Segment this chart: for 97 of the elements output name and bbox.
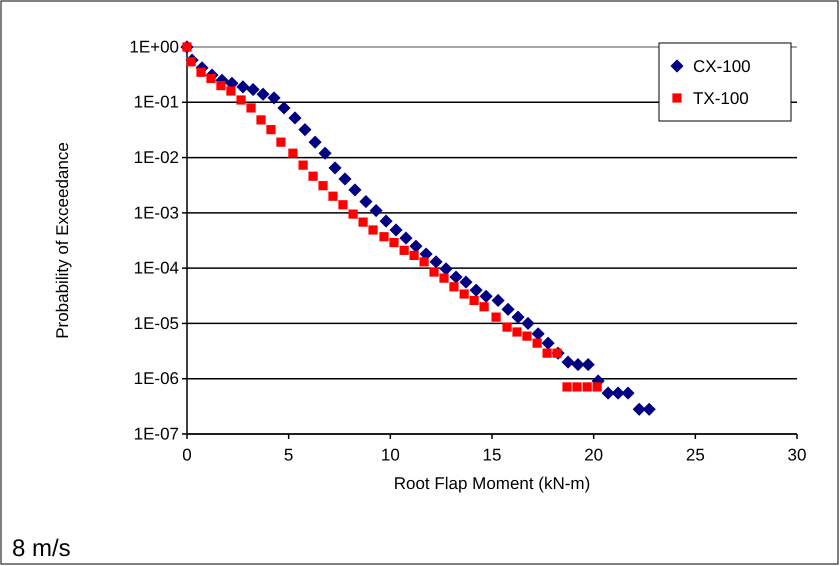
- point: [288, 111, 302, 125]
- point: [256, 115, 266, 125]
- point: [621, 386, 635, 400]
- y-tick-label: 1E-03: [134, 203, 179, 222]
- point: [522, 331, 532, 341]
- point: [460, 289, 469, 299]
- legend-label: CX-100: [693, 57, 751, 76]
- point: [439, 262, 453, 276]
- point: [267, 91, 281, 104]
- y-tick-label: 1E-02: [134, 148, 179, 168]
- point: [246, 103, 256, 113]
- point: [298, 123, 312, 136]
- legend-label: TX-100: [693, 89, 749, 108]
- point: [501, 302, 515, 316]
- y-tick-label: 1E+00: [129, 37, 179, 56]
- point: [328, 161, 342, 174]
- point: [348, 209, 358, 219]
- point: [236, 80, 250, 94]
- point: [266, 125, 276, 134]
- point: [592, 382, 602, 392]
- point: [562, 382, 572, 392]
- point: [502, 322, 512, 332]
- point: [389, 223, 403, 237]
- point: [409, 240, 423, 253]
- point: [429, 267, 439, 277]
- point: [470, 284, 483, 297]
- point: [226, 86, 236, 96]
- x-tick-label: 5: [284, 446, 294, 465]
- point: [612, 386, 625, 400]
- point: [196, 68, 206, 77]
- point: [338, 200, 348, 210]
- point: [642, 402, 656, 416]
- point: [318, 146, 332, 160]
- point: [359, 195, 372, 208]
- point: [410, 250, 419, 260]
- x-tick-label: 25: [686, 446, 705, 465]
- point: [491, 312, 501, 322]
- point: [389, 238, 399, 248]
- point: [572, 382, 582, 392]
- point: [236, 95, 246, 105]
- point: [479, 302, 489, 312]
- point: [439, 274, 449, 283]
- x-tick-label: 30: [788, 446, 806, 465]
- point: [328, 192, 338, 201]
- point: [308, 172, 318, 181]
- point: [256, 88, 270, 101]
- point: [492, 294, 505, 308]
- point: [532, 338, 542, 348]
- point: [358, 218, 368, 227]
- point: [602, 386, 615, 400]
- x-tick-label: 0: [182, 446, 192, 465]
- y-axis-title: Probability of Exceedance: [53, 142, 72, 339]
- point: [338, 172, 352, 186]
- point: [459, 275, 473, 289]
- x-axis-title: Root Flap Moment (kN-m): [394, 474, 590, 493]
- point: [277, 101, 291, 115]
- point: [419, 257, 429, 266]
- point: [368, 225, 378, 235]
- point: [379, 214, 393, 228]
- point: [480, 290, 493, 303]
- point: [542, 348, 552, 358]
- point: [370, 204, 383, 218]
- point: [449, 282, 459, 292]
- point: [400, 246, 409, 255]
- x-tick-label: 10: [380, 446, 400, 465]
- point: [571, 358, 585, 372]
- point: [469, 296, 479, 306]
- point: [449, 270, 463, 284]
- point: [246, 82, 260, 96]
- point: [348, 183, 362, 196]
- point: [512, 327, 522, 337]
- point: [582, 382, 592, 392]
- point: [288, 148, 298, 158]
- point: [511, 310, 525, 324]
- point: [582, 358, 595, 372]
- point: [430, 255, 443, 268]
- x-tick-label: 15: [482, 446, 502, 465]
- point: [216, 81, 226, 90]
- point: [561, 356, 575, 369]
- point: [399, 231, 413, 245]
- x-tick-label: 20: [584, 446, 604, 465]
- point: [532, 327, 545, 340]
- y-tick-label: 1E-01: [134, 92, 179, 112]
- y-tick-label: 1E-07: [134, 424, 179, 444]
- text: 8 m/s: [12, 535, 71, 562]
- y-tick-label: 1E-04: [134, 258, 179, 278]
- point: [542, 336, 555, 350]
- point: [308, 136, 322, 149]
- point: [276, 138, 286, 147]
- point: [206, 74, 216, 84]
- point: [318, 181, 328, 190]
- point: [379, 232, 389, 242]
- point: [521, 316, 535, 330]
- point: [298, 160, 308, 170]
- y-tick-label: 1E-06: [134, 369, 179, 388]
- point: [632, 402, 646, 416]
- y-tick-label: 1E-05: [134, 314, 179, 333]
